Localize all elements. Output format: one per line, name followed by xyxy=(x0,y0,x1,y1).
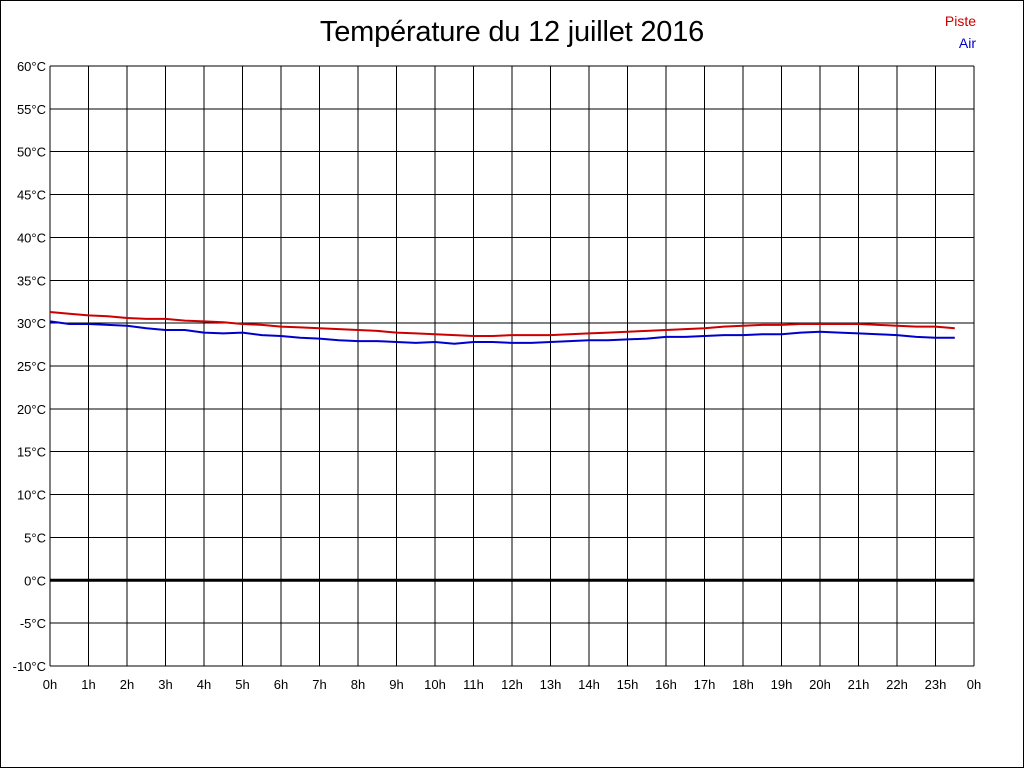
x-tick-label: 23h xyxy=(925,677,947,692)
y-tick-label: 40°C xyxy=(17,230,46,245)
y-tick-label: 35°C xyxy=(17,273,46,288)
y-tick-label: 55°C xyxy=(17,102,46,117)
x-tick-label: 13h xyxy=(540,677,562,692)
x-tick-label: 21h xyxy=(848,677,870,692)
series-line-air xyxy=(49,320,955,345)
x-tick-label: 20h xyxy=(809,677,831,692)
y-tick-label: 5°C xyxy=(24,530,46,545)
x-tick-label: 19h xyxy=(771,677,793,692)
x-tick-label: 12h xyxy=(501,677,523,692)
x-tick-label: 0h xyxy=(967,677,981,692)
y-tick-label: 45°C xyxy=(17,188,46,203)
y-tick-label: -10°C xyxy=(13,659,46,674)
x-tick-label: 7h xyxy=(312,677,326,692)
y-tick-label: 50°C xyxy=(17,145,46,160)
y-tick-label: 25°C xyxy=(17,359,46,374)
y-tick-label: 10°C xyxy=(17,488,46,503)
x-tick-label: 18h xyxy=(732,677,754,692)
x-tick-label: 5h xyxy=(235,677,249,692)
chart-title: Température du 12 juillet 2016 xyxy=(319,16,705,48)
y-tick-label: 15°C xyxy=(17,445,46,460)
x-tick-label: 22h xyxy=(886,677,908,692)
x-tick-label: 0h xyxy=(43,677,57,692)
y-tick-label: 20°C xyxy=(17,402,46,417)
x-tick-label: 3h xyxy=(158,677,172,692)
y-tick-label: -5°C xyxy=(20,616,46,631)
x-tick-label: 17h xyxy=(694,677,716,692)
legend-entry-air: Air xyxy=(958,35,976,51)
x-tick-label: 1h xyxy=(81,677,95,692)
x-tick-label: 11h xyxy=(463,677,484,692)
x-tick-label: 9h xyxy=(389,677,403,692)
y-tick-label: 0°C xyxy=(24,573,46,588)
series-line-piste xyxy=(49,311,955,337)
x-tick-label: 10h xyxy=(424,677,446,692)
x-tick-label: 6h xyxy=(274,677,288,692)
x-tick-label: 2h xyxy=(120,677,134,692)
x-tick-label: 8h xyxy=(351,677,365,692)
x-tick-label: 14h xyxy=(578,677,600,692)
legend-entry-piste: Piste xyxy=(944,13,976,29)
x-tick-label: 16h xyxy=(655,677,677,692)
x-tick-label: 4h xyxy=(197,677,211,692)
y-tick-label: 60°C xyxy=(17,59,46,74)
y-tick-label: 30°C xyxy=(17,316,46,331)
x-tick-label: 15h xyxy=(617,677,639,692)
